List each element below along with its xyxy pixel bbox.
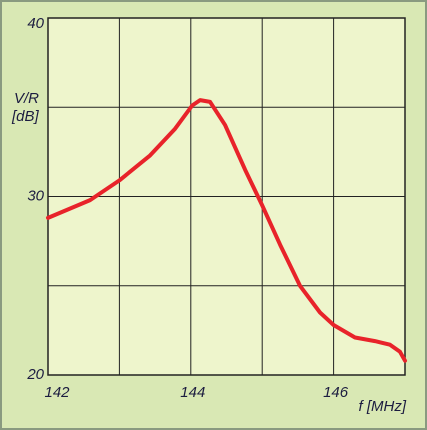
x-tick-label: 146: [323, 384, 349, 401]
x-tick-label: 144: [180, 384, 205, 401]
y-tick-label: 30: [27, 187, 44, 204]
line: [46, 98, 407, 363]
y-axis-label: [dB]: [11, 108, 40, 125]
y-tick-label: 40: [27, 15, 44, 32]
x-axis-label: f [MHz]: [359, 398, 407, 415]
x-tick-label: 142: [44, 384, 70, 401]
y-axis-label: V/R: [14, 90, 39, 107]
y-tick-label: 20: [26, 366, 44, 383]
